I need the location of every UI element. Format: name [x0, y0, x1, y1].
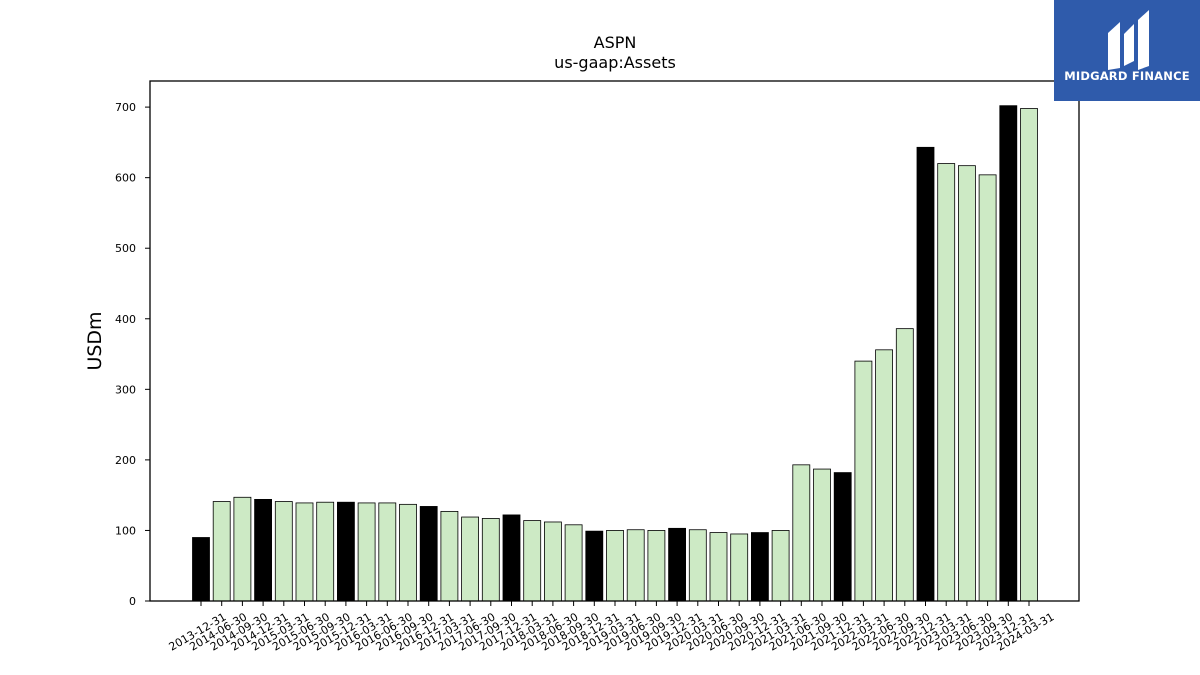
bar-2018-06-30 [544, 521, 562, 602]
bar-2017-03-31 [440, 510, 459, 602]
bar-2020-09-30 [730, 533, 749, 602]
bar-2021-06-30 [792, 464, 811, 602]
bar-2018-09-30 [564, 524, 583, 602]
bar-2018-03-31 [523, 520, 542, 602]
bar-2015-06-30 [295, 502, 314, 602]
bar-2021-09-30 [813, 468, 831, 602]
bar-2015-12-31 [336, 501, 355, 602]
bar-2015-03-31 [274, 501, 293, 602]
bar-2013-12-31 [192, 537, 210, 602]
y-tick-label: 400 [115, 313, 136, 326]
y-axis-ticks: 0 100 200 300 400 500 600 700 [115, 101, 150, 608]
bar-2016-12-31 [419, 506, 438, 602]
bar-2021-12-31 [833, 472, 852, 602]
bar-2022-09-30 [895, 328, 914, 602]
bar-2021-03-31 [771, 530, 790, 602]
plot-frame [149, 80, 1080, 602]
y-tick-label: 700 [115, 101, 136, 114]
bar-2016-09-30 [399, 503, 417, 602]
midgard-finance-logo: MIDGARD FINANCE [1054, 0, 1200, 101]
logo-mark-icon [1108, 10, 1149, 70]
bar-2016-06-30 [378, 502, 397, 602]
bar-2015-09-30 [316, 501, 335, 602]
bar-2023-06-30 [958, 165, 976, 602]
bar-2020-12-31 [751, 532, 769, 602]
x-axis-ticks: 2013-12-312014-06-302014-09-302014-12-31… [167, 601, 1057, 654]
bar-2017-09-30 [481, 518, 500, 602]
bar-2016-03-31 [357, 502, 376, 602]
chart-subtitle: us-gaap:Assets [554, 53, 676, 72]
bars-group [192, 105, 1038, 602]
y-tick-label: 600 [115, 172, 136, 185]
bar-2022-12-31 [916, 146, 935, 602]
bar-2023-09-30 [978, 174, 997, 602]
y-tick-label: 0 [129, 595, 136, 608]
y-tick-label: 300 [115, 383, 136, 396]
bar-2017-12-31 [502, 514, 521, 602]
y-tick-label: 100 [115, 524, 136, 537]
bar-2014-06-30 [212, 501, 231, 602]
y-tick-label: 500 [115, 242, 136, 255]
bar-2019-12-31 [668, 527, 686, 602]
bar-2019-06-30 [626, 529, 645, 602]
bar-2020-03-31 [688, 529, 707, 602]
bar-2019-09-30 [647, 530, 666, 602]
logo-text: MIDGARD FINANCE [1064, 69, 1190, 83]
bar-2023-03-31 [937, 163, 956, 602]
bar-2022-03-31 [854, 360, 873, 602]
bar-2024-03-31 [1020, 108, 1038, 602]
bar-2014-09-30 [233, 496, 252, 602]
y-tick-label: 200 [115, 454, 136, 467]
bar-2014-12-31 [254, 498, 273, 602]
y-axis-label: USDm [84, 311, 106, 370]
bar-2022-06-30 [875, 349, 893, 602]
bar-2018-12-31 [585, 530, 604, 602]
bar-2020-06-30 [709, 532, 728, 602]
chart-title: ASPN [594, 33, 637, 52]
bar-2023-12-31 [999, 105, 1018, 602]
bar-2019-03-31 [606, 530, 624, 602]
bar-2017-06-30 [461, 516, 480, 602]
